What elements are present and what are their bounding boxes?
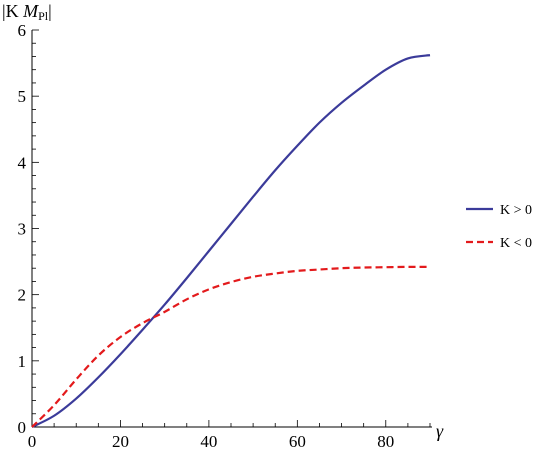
y-tick-label: 5 [18, 87, 27, 106]
x-tick-label: 40 [200, 432, 217, 451]
y-tick-label: 1 [18, 352, 27, 371]
x-tick-label: 0 [28, 432, 37, 451]
y-tick-label: 2 [18, 286, 27, 305]
y-tick-label: 0 [18, 418, 27, 437]
y-tick-label: 3 [18, 220, 27, 239]
x-tick-label: 80 [377, 432, 394, 451]
series-line-k-negative [31, 265, 431, 428]
y-tick-label: 4 [18, 153, 27, 172]
axes: 0 20 40 60 80 0 1 2 3 4 5 6 [18, 21, 432, 451]
series-line-k-positive [31, 54, 431, 428]
x-tick-label: 60 [289, 432, 306, 451]
axis-labels: γ |K MPl| [2, 1, 444, 441]
legend-label: K > 0 [500, 203, 532, 218]
x-axis-label: γ [436, 421, 444, 441]
series-layer [31, 54, 431, 428]
y-axis-label: |K MPl| [2, 1, 52, 23]
y-tick-label: 6 [18, 21, 27, 40]
legend-label: K < 0 [500, 236, 532, 251]
x-tick-label: 20 [112, 432, 129, 451]
legend: K > 0 K < 0 [466, 203, 532, 251]
